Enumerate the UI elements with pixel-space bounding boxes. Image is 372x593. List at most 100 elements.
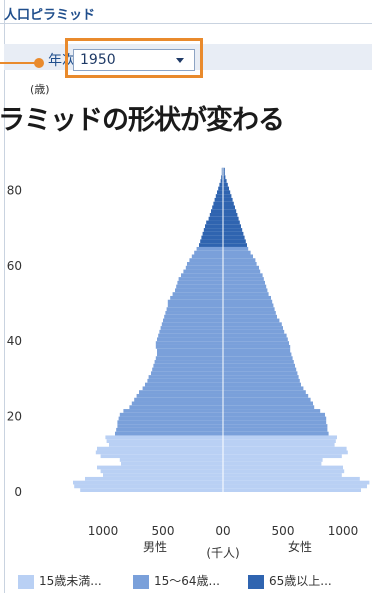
male-bar-age-57 (181, 273, 223, 278)
female-bar-age-52 (223, 292, 269, 296)
female-bar-age-36 (223, 352, 292, 357)
male-bar-age-11 (97, 446, 223, 451)
male-bar-age-36 (157, 352, 223, 357)
male-bar-age-45 (163, 318, 223, 323)
male-bar-age-30 (148, 375, 223, 379)
male-bar-age-32 (152, 367, 223, 372)
female-bar-age-4 (223, 473, 342, 477)
female-bar-age-23 (223, 401, 313, 406)
female-bar-age-69 (223, 228, 243, 232)
female-bar-age-1 (223, 484, 367, 489)
female-bar-age-73 (223, 213, 238, 217)
male-bar-age-50 (167, 299, 223, 304)
female-bar-age-3 (223, 476, 360, 481)
male-bar-age-21 (123, 409, 223, 413)
legend-item-elderly[interactable]: 65歳以上... (248, 572, 332, 589)
year-select-highlight (65, 38, 203, 78)
female-bar-age-76 (223, 201, 234, 206)
female-bar-age-70 (223, 224, 241, 229)
female-bar-age-17 (223, 424, 328, 428)
male-bar-age-29 (147, 378, 223, 383)
female-bar-age-18 (223, 420, 327, 425)
legend-label-child: 15歳未満... (39, 574, 102, 588)
y-axis-label: (歳) (30, 83, 50, 96)
female-bar-age-27 (223, 386, 304, 391)
female-bar-age-64 (223, 246, 249, 251)
female-bar-age-29 (223, 378, 300, 383)
female-bar-age-78 (223, 194, 232, 198)
male-bar-age-42 (159, 329, 223, 334)
arrow-pointer-dot (34, 58, 44, 68)
female-bar-age-19 (223, 416, 327, 421)
female-bar-age-63 (223, 250, 251, 255)
female-bars (223, 167, 370, 492)
male-bar-age-20 (119, 412, 223, 417)
female-bar-age-47 (223, 311, 276, 315)
female-bar-age-15 (223, 431, 329, 436)
female-bar-age-14 (223, 435, 337, 440)
male-bar-age-65 (199, 243, 223, 247)
male-bar-age-72 (208, 216, 223, 221)
male-bar-age-41 (158, 333, 223, 338)
female-bar-age-61 (223, 258, 256, 263)
male-bar-age-80 (218, 186, 223, 191)
female-bar-age-2 (223, 480, 370, 485)
male-bar-age-3 (85, 476, 223, 481)
male-bar-age-85 (221, 167, 223, 172)
female-bar-age-25 (223, 393, 309, 398)
x-tick-label: 00 (215, 524, 230, 538)
page-title: 人口ピラミッド (4, 8, 96, 23)
male-bar-age-23 (131, 401, 223, 406)
male-bar-age-4 (103, 473, 223, 477)
y-tick-label: 40 (7, 334, 22, 348)
female-bar-age-21 (223, 409, 321, 413)
female-bar-age-42 (223, 329, 285, 334)
x-axis-label: (千人) (206, 546, 239, 560)
caption-banner: ラミッドの形状が変わる (0, 105, 285, 136)
female-bar-age-12 (223, 442, 335, 447)
legend-swatch-working (133, 574, 149, 589)
male-bar-age-31 (151, 371, 223, 376)
female-bar-age-85 (223, 167, 225, 172)
female-bar-age-8 (223, 458, 323, 462)
male-bar-age-43 (160, 326, 223, 330)
female-bar-age-67 (223, 235, 245, 240)
male-bar-age-37 (157, 348, 223, 353)
legend-swatch-elderly (248, 574, 264, 589)
x-tick-label: 500 (272, 524, 295, 538)
male-bar-age-62 (191, 254, 223, 259)
female-bar-age-56 (223, 277, 264, 281)
male-bar-age-39 (155, 341, 223, 345)
male-bar-age-73 (209, 213, 223, 217)
legend-item-child[interactable]: 15歳未満... (18, 572, 102, 589)
male-bar-age-18 (117, 420, 223, 425)
male-bar-age-66 (200, 239, 223, 244)
legend-swatch-child (18, 574, 34, 589)
male-bar-age-61 (189, 258, 223, 263)
female-bar-age-54 (223, 284, 267, 289)
y-tick-label: 80 (7, 183, 22, 197)
female-bar-age-39 (223, 341, 289, 345)
male-bar-age-15 (115, 431, 223, 436)
male-bar-age-78 (215, 194, 223, 198)
legend-item-working[interactable]: 15〜64歳... (133, 572, 220, 589)
female-bar-age-41 (223, 333, 287, 338)
male-bar-age-26 (139, 390, 223, 394)
male-bar-age-2 (73, 480, 223, 485)
male-bar-age-38 (155, 344, 223, 349)
title-divider (0, 23, 372, 24)
male-bar-age-16 (116, 427, 223, 432)
female-bar-age-6 (223, 465, 343, 470)
female-bar-age-80 (223, 186, 229, 191)
female-bar-age-35 (223, 356, 293, 361)
female-label: 女性 (288, 539, 312, 554)
year-select[interactable]: 1950 (73, 49, 195, 71)
y-tick-label: 20 (7, 410, 22, 424)
male-label: 男性 (143, 540, 167, 554)
arrow-pointer-icon (0, 62, 40, 64)
chevron-down-icon (176, 58, 184, 63)
legend-label-working: 15〜64歳... (154, 574, 220, 588)
female-bar-age-79 (223, 190, 231, 195)
male-bar-age-51 (170, 295, 223, 300)
